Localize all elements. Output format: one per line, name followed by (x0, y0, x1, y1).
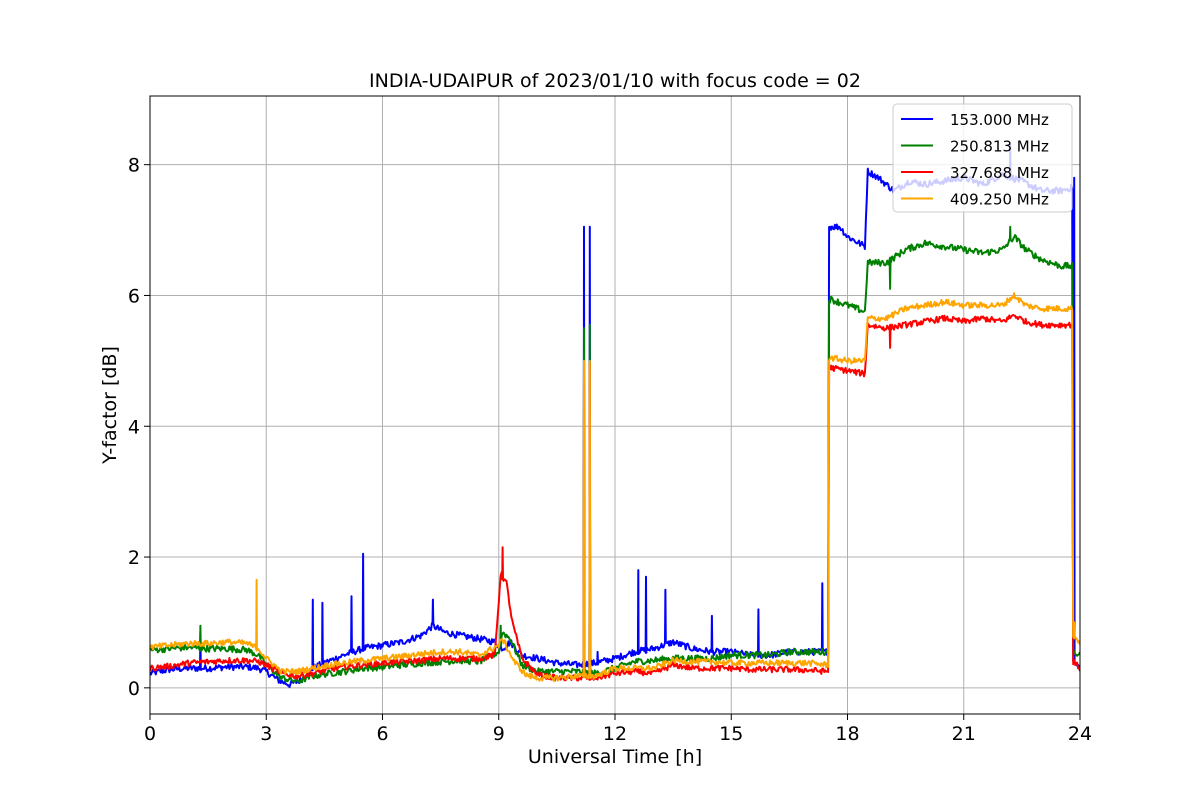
y-axis: 0 2 4 6 8 (128, 155, 150, 700)
y-axis-label: Y-factor [dB] (99, 346, 121, 465)
x-tick-label: 24 (1068, 723, 1092, 745)
y-tick-label: 8 (128, 155, 140, 177)
x-axis: 0 3 6 9 12 15 18 21 24 (144, 714, 1092, 745)
series-line-3 (150, 292, 1080, 682)
x-tick-label: 15 (719, 723, 743, 745)
x-tick-label: 12 (603, 723, 627, 745)
x-tick-label: 18 (835, 723, 859, 745)
y-tick-label: 6 (128, 285, 140, 307)
legend-label: 409.250 MHz (950, 191, 1049, 209)
y-tick-label: 4 (128, 416, 140, 438)
x-tick-label: 3 (260, 723, 272, 745)
legend-label: 250.813 MHz (950, 138, 1049, 156)
x-tick-label: 9 (493, 723, 505, 745)
legend-label: 153.000 MHz (950, 111, 1049, 129)
x-axis-label: Universal Time [h] (528, 746, 702, 768)
x-tick-label: 21 (952, 723, 976, 745)
x-tick-label: 0 (144, 723, 156, 745)
legend-box (892, 103, 1073, 213)
legend-label: 327.688 MHz (950, 164, 1049, 182)
y-tick-label: 0 (128, 678, 140, 700)
y-tick-label: 2 (128, 547, 140, 569)
x-tick-label: 6 (376, 723, 388, 745)
legend: 153.000 MHz 250.813 MHz 327.688 MHz 409.250… (892, 103, 1073, 213)
series-line-2 (150, 314, 1080, 682)
series-line-1 (150, 225, 1080, 684)
chart-title: INDIA-UDAIPUR of 2023/01/10 with focus c… (369, 70, 861, 92)
